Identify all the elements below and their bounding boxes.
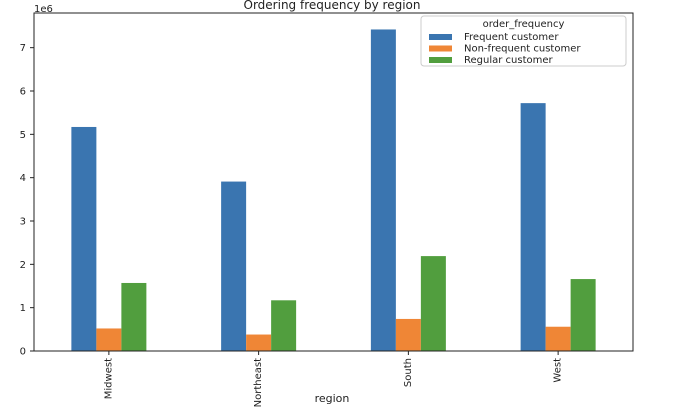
legend-label-2: Non-frequent customer xyxy=(464,44,581,55)
x-tick-label-midwest: Midwest xyxy=(103,358,114,399)
y-tick-label: 1 xyxy=(20,303,26,314)
y-tick-label: 4 xyxy=(20,173,26,184)
bar-northeast-3 xyxy=(271,300,297,351)
y-tick-label: 5 xyxy=(20,130,26,141)
legend-label-1: Frequent customer xyxy=(464,32,559,43)
chart-title: Ordering frequency by region xyxy=(244,0,421,12)
legend-box xyxy=(420,15,627,67)
y-tick-label: 3 xyxy=(20,217,26,228)
x-tick-label-south: South xyxy=(403,358,414,387)
y-axis-offset-label: 1e6 xyxy=(34,4,53,15)
bar-northeast-2 xyxy=(246,334,272,351)
legend-swatch-1 xyxy=(429,34,452,40)
bar-midwest-3 xyxy=(121,282,147,351)
y-tick-label: 6 xyxy=(20,87,26,98)
bar-northeast-1 xyxy=(221,181,247,351)
plot-area: Midwest Northeast South West 0 1 2 3 4 5 6 7 order_f… xyxy=(20,12,634,407)
legend-swatch-3 xyxy=(429,57,452,63)
legend-label-3: Regular customer xyxy=(464,55,554,66)
x-tick-label-west: West xyxy=(553,358,564,383)
bar-midwest-2 xyxy=(96,328,122,351)
y-tick-label: 7 xyxy=(20,43,26,54)
legend-swatch-2 xyxy=(429,45,452,52)
bar-midwest-1 xyxy=(71,126,97,351)
bar-west-3 xyxy=(570,279,596,351)
bar-south-3 xyxy=(420,256,446,351)
plot-frame xyxy=(33,12,634,352)
y-tick-label: 2 xyxy=(20,260,26,271)
y-tick-label: 0 xyxy=(20,347,26,358)
bar-south-1 xyxy=(370,29,396,351)
legend-title: order_frequency xyxy=(483,19,565,30)
x-tick-label-northeast: Northeast xyxy=(253,358,264,407)
x-axis-label: region xyxy=(315,392,350,405)
bar-west-1 xyxy=(520,103,546,351)
bar-west-2 xyxy=(545,326,571,351)
bar-south-2 xyxy=(395,318,421,351)
